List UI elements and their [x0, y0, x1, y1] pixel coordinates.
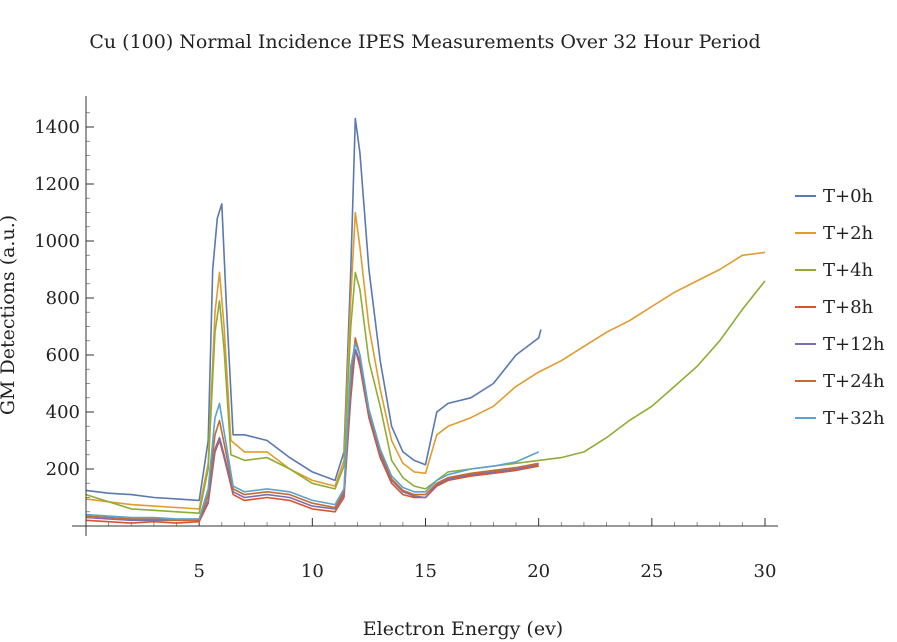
y-axis-label: GM Detections (a.u.) [0, 215, 19, 415]
legend: T+0h T+2h T+4h T+8h T+12h T+24h T+32h [795, 186, 885, 429]
x-tick-label: 25 [640, 561, 663, 582]
x-tick-label: 15 [414, 561, 437, 582]
series-line-t-32h [85, 342, 540, 520]
x-tick-label: 20 [527, 561, 550, 582]
axis-ticks: 5 10 15 20 25 30 200 400 600 800 1000 1200 1400 [34, 112, 777, 582]
series-line-t-0h [85, 117, 542, 502]
series-group [85, 117, 766, 524]
y-tick-label: 400 [46, 402, 80, 423]
legend-label: T+0h [823, 186, 874, 207]
x-tick-label: 30 [754, 561, 777, 582]
y-tick-label: 1000 [34, 231, 80, 252]
series-line-t-24h [85, 337, 539, 522]
y-tick-label: 600 [46, 345, 80, 366]
x-tick-label: 5 [193, 561, 204, 582]
series-line-t-4h [85, 271, 766, 514]
y-tick-label: 1400 [34, 117, 80, 138]
y-tick-label: 200 [46, 459, 80, 480]
legend-label: T+4h [823, 260, 874, 281]
chart-title: Cu (100) Normal Incidence IPES Measureme… [89, 31, 760, 53]
legend-label: T+12h [823, 334, 885, 355]
legend-label: T+32h [823, 408, 885, 429]
series-line-t-2h [85, 211, 766, 510]
y-tick-label: 1200 [34, 174, 80, 195]
legend-label: T+2h [823, 223, 874, 244]
legend-label: T+24h [823, 371, 885, 392]
x-tick-label: 10 [301, 561, 324, 582]
x-axis-label: Electron Energy (ev) [363, 618, 563, 640]
y-tick-label: 800 [46, 288, 80, 309]
series-line-t-12h [85, 348, 539, 522]
legend-label: T+8h [823, 297, 874, 318]
